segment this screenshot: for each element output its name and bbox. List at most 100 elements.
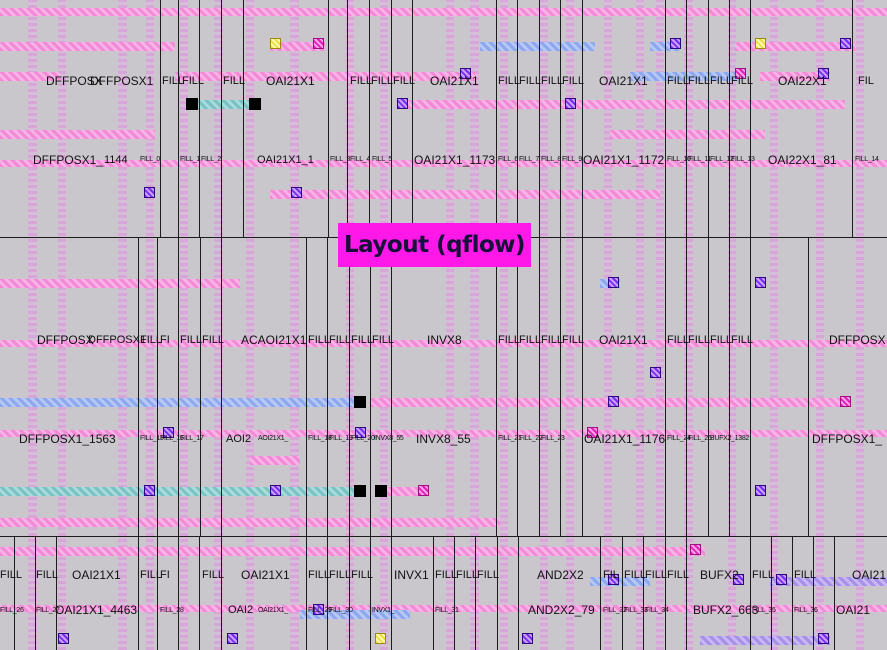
metal-trace <box>0 605 887 612</box>
metal-stripe <box>380 0 388 650</box>
instance-label: FILL_31 <box>435 607 459 614</box>
via <box>840 396 851 407</box>
cell-boundary <box>328 0 329 237</box>
cell-label: FILL <box>351 334 374 346</box>
instance-label: FILL_12 <box>710 156 734 163</box>
metal-stripe <box>566 0 574 650</box>
cell-label: ACAOI21X1 <box>241 333 307 347</box>
metal-stripe <box>540 0 548 650</box>
instance-label: FILL_35 <box>752 607 776 614</box>
title-banner: Layout (qflow) <box>338 223 531 267</box>
cell-boundary <box>708 0 709 237</box>
via <box>735 68 746 79</box>
cell-label: FILL <box>371 75 394 87</box>
cell-boundary <box>200 237 201 536</box>
cell-boundary <box>750 0 751 237</box>
via <box>163 427 174 438</box>
cell-label: INVX8 <box>427 333 462 347</box>
cell-boundary <box>327 536 328 650</box>
instance-label: FILL_0 <box>140 156 160 163</box>
cell-label: FILL <box>519 75 542 87</box>
metal-stripe <box>118 0 127 650</box>
metal-stripe <box>816 0 824 650</box>
via <box>840 38 851 49</box>
instance-label: FILL_15 <box>140 435 164 442</box>
cell-boundary <box>792 536 793 650</box>
cell-label: FIL <box>603 569 619 581</box>
metal-trace <box>0 487 360 496</box>
cell-boundary <box>539 237 540 536</box>
metal-stripe <box>636 0 644 650</box>
cell-label: FILL <box>624 569 647 581</box>
cell-boundary <box>813 536 814 650</box>
cell-boundary <box>750 237 751 536</box>
cell-boundary <box>157 237 158 536</box>
via <box>565 98 576 109</box>
cell-boundary <box>686 536 687 650</box>
metal-trace <box>0 130 155 139</box>
instance-label: INVX8_55 <box>374 435 404 442</box>
cell-label: FILL <box>667 334 690 346</box>
instance-label: OAI21X1_4463 <box>55 603 138 617</box>
metal-trace <box>630 72 740 81</box>
cell-boundary <box>306 237 307 536</box>
metal-stripe <box>856 0 864 650</box>
cell-boundary <box>347 0 348 237</box>
via <box>608 277 619 288</box>
via <box>755 277 766 288</box>
metal-stripe <box>146 0 154 650</box>
cell-boundary <box>369 0 370 237</box>
via <box>144 485 155 496</box>
instance-label: FILL_8 <box>541 156 561 163</box>
metal-trace <box>0 340 887 347</box>
cell-boundary <box>160 0 161 237</box>
metal-trace <box>0 398 360 407</box>
metal-trace <box>380 487 425 496</box>
cell-label: FILL <box>350 75 373 87</box>
instance-label: OAI21X1_1176 <box>584 432 666 446</box>
cell-label: FILL <box>519 334 542 346</box>
metal-trace <box>175 72 475 81</box>
cell-boundary <box>539 0 540 237</box>
cell-label: FILL <box>498 334 521 346</box>
cell-label: DFFPOSX <box>37 333 94 347</box>
instance-label: FILL_18 <box>308 435 332 442</box>
via <box>818 68 829 79</box>
pin-pad <box>354 396 366 408</box>
instance-label: FILL_25 <box>688 435 712 442</box>
metal-stripe <box>28 0 37 650</box>
metal-trace <box>196 100 251 109</box>
cell-boundary <box>433 536 434 650</box>
cell-label: OAI21X1 <box>241 568 290 582</box>
instance-label: FILL_24 <box>667 435 691 442</box>
via <box>375 633 386 644</box>
cell-label: FILL <box>731 75 754 87</box>
cell-boundary <box>138 536 139 650</box>
instance-label: FILL_16 <box>160 435 184 442</box>
via <box>818 633 829 644</box>
cell-boundary <box>686 237 687 536</box>
cell-label: FILL <box>710 334 733 346</box>
cell-label: FILL <box>710 75 733 87</box>
metal-stripe <box>346 0 354 650</box>
instance-label: FILL_20 <box>351 435 375 442</box>
via <box>58 633 69 644</box>
instance-label: AND2X2_79 <box>528 603 595 617</box>
metal-trace <box>480 42 595 51</box>
cell-boundary <box>178 0 179 237</box>
cell-label: FI <box>160 334 170 346</box>
instance-label: FILL_6 <box>498 156 518 163</box>
cell-label: FILL <box>435 569 458 581</box>
cell-boundary <box>349 536 350 650</box>
cell-boundary <box>834 536 835 650</box>
cell-boundary <box>391 237 392 536</box>
via <box>650 367 661 378</box>
instance-label: FILL_17 <box>180 435 204 442</box>
cell-boundary <box>221 0 222 237</box>
cell-boundary <box>199 0 200 237</box>
cell-boundary <box>221 536 222 650</box>
cell-label: FILL <box>688 75 711 87</box>
cell-label: DFFPOSX1 <box>90 74 154 88</box>
cell-label: FILL <box>202 569 225 581</box>
